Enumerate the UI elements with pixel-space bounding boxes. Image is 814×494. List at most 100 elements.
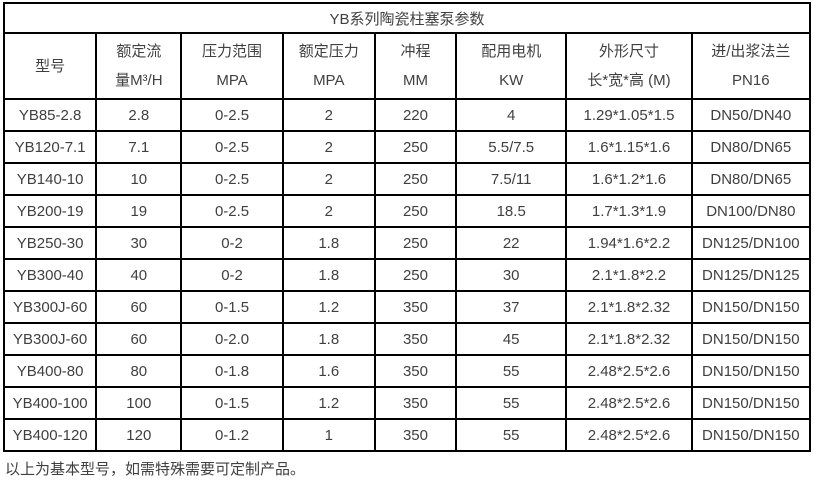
table-cell: 250: [373, 130, 458, 164]
table-cell: YB120-7.1: [2, 130, 98, 164]
column-header-8: 进/出浆法兰 PN16: [690, 32, 812, 100]
table-cell: 2: [281, 130, 376, 164]
table-cell: DN100/DN80: [690, 194, 812, 228]
table-cell: 350: [373, 322, 458, 356]
table-cell: 0-1.5: [180, 386, 284, 420]
column-header-line2: 量M³/H: [115, 72, 163, 89]
table-cell: 1.8: [281, 226, 376, 260]
table-cell: 2: [281, 194, 376, 228]
table-cell: 350: [373, 290, 458, 324]
column-header-line1: 配用电机: [481, 43, 542, 60]
table-cell: 350: [373, 354, 458, 388]
table-row: YB120-7.1 7.1 0-2.5 2 250 5.5/7.5 1.6*1.15*1.6…: [2, 130, 812, 164]
table-cell: DN150/DN150: [690, 290, 812, 324]
table-cell: 1.6: [281, 354, 376, 388]
table-cell: 350: [373, 418, 458, 452]
table-cell: 40: [95, 258, 183, 292]
table-cell: 1.8: [281, 258, 376, 292]
table-cell: DN50/DN40: [690, 98, 812, 132]
table-cell: 1.2: [281, 290, 376, 324]
column-header-line2: PN16: [732, 72, 770, 89]
table-cell: 220: [373, 98, 458, 132]
table-cell: YB85-2.8: [2, 98, 98, 132]
table-row: YB400-80 80 0-1.8 1.6 350 55 2.48*2.5*2.6 DN150…: [2, 354, 812, 388]
table-cell: 7.5/11: [455, 162, 568, 196]
table-cell: 19: [95, 194, 183, 228]
table-cell: DN125/DN100: [690, 226, 812, 260]
column-header-line2: MPA: [313, 72, 345, 89]
column-header-line1: 额定流: [116, 43, 162, 60]
table-cell: YB300J-60: [2, 322, 98, 356]
table-cell: 0-2.5: [180, 98, 284, 132]
table-cell: 0-1.5: [180, 290, 284, 324]
table-cell: 22: [455, 226, 568, 260]
table-body: YB85-2.8 2.8 0-2.5 2 220 4 1.29*1.05*1.5 DN50/D…: [2, 98, 812, 452]
table-row: YB400-100 100 0-1.5 1.2 350 55 2.48*2.5*2.6 DN1…: [2, 386, 812, 420]
column-header-7: 外形尺寸长*宽*高 (M): [565, 32, 693, 100]
table-cell: DN150/DN150: [690, 322, 812, 356]
table-row: YB250-30 30 0-2 1.8 250 22 1.94*1.6*2.2 DN125/D…: [2, 226, 812, 260]
table-cell: 0-2: [180, 258, 284, 292]
table-row: YB140-10 10 0-2.5 2 250 7.5/11 1.6*1.2*1.6 DN80…: [2, 162, 812, 196]
column-header-line1: 进/出浆法兰: [711, 43, 791, 60]
table-cell: 100: [95, 386, 183, 420]
table-cell: 1.94*1.6*2.2: [565, 226, 693, 260]
table-cell: YB400-100: [2, 386, 98, 420]
table-cell: DN80/DN65: [690, 130, 812, 164]
column-header-line1: 压力范围: [202, 43, 263, 60]
table-cell: DN150/DN150: [690, 386, 812, 420]
title-row: YB系列陶瓷柱塞泵参数: [3, 2, 811, 34]
table-cell: 2.8: [95, 98, 183, 132]
column-header-line2: 长*宽*高 (M): [587, 72, 671, 89]
table-cell: 45: [455, 322, 568, 356]
column-header-line2: MPA: [216, 72, 248, 89]
table-cell: 18.5: [455, 194, 568, 228]
table-cell: 0-2.0: [180, 322, 284, 356]
column-header-3: 压力范围 MPA: [180, 32, 284, 100]
table-cell: 1.2: [281, 386, 376, 420]
table-cell: DN125/DN125: [690, 258, 812, 292]
table-cell: 250: [373, 194, 458, 228]
table-cell: YB300J-60: [2, 290, 98, 324]
table-cell: 2.1*1.8*2.2: [565, 258, 693, 292]
table-cell: 4: [455, 98, 568, 132]
footer-note: 以上为基本型号，如需特殊需要可定制产品。: [5, 461, 306, 478]
table-cell: 55: [455, 418, 568, 452]
table-cell: YB250-30: [2, 226, 98, 260]
column-header-line2: KW: [499, 72, 524, 89]
table-cell: 250: [373, 226, 458, 260]
table-cell: 0-1.8: [180, 354, 284, 388]
table-cell: YB400-80: [2, 354, 98, 388]
table-row: YB200-19 19 0-2.5 2 250 18.5 1.7*1.3*1.9 DN100/…: [2, 194, 812, 228]
table-cell: 0-2.5: [180, 162, 284, 196]
table-row: YB300J-60 60 0-1.5 1.2 350 37 2.1*1.8*2.32 DN15…: [2, 290, 812, 324]
table-cell: 120: [95, 418, 183, 452]
column-header-line1: 冲程: [400, 43, 431, 60]
table-cell: 1.7*1.3*1.9: [565, 194, 693, 228]
table-cell: 5.5/7.5: [455, 130, 568, 164]
table-cell: DN80/DN65: [690, 162, 812, 196]
column-header-2: 额定流量M³/H: [95, 32, 183, 100]
table-cell: 2.48*2.5*2.6: [565, 354, 693, 388]
column-header-line1: 额定压力: [298, 43, 359, 60]
header-row: 型号 额定流 量M³/H 压力范围 MPA 额定压力 MPA 冲程 MM 配用电机 KW 外形尺寸 长*…: [2, 32, 812, 100]
table-row: YB400-120 120 0-1.2 1 350 55 2.48*2.5*2.6 DN150…: [2, 418, 812, 452]
table-cell: YB200-19: [2, 194, 98, 228]
column-header-6: 配用电机 KW: [455, 32, 568, 100]
table-cell: 1.8: [281, 322, 376, 356]
table-cell: 250: [373, 258, 458, 292]
column-header-4: 额定压力 MPA: [281, 32, 376, 100]
table-cell: 1.6*1.2*1.6: [565, 162, 693, 196]
table-cell: 37: [455, 290, 568, 324]
table-cell: 2.48*2.5*2.6: [565, 418, 693, 452]
table-cell: 55: [455, 354, 568, 388]
table-cell: 2: [281, 162, 376, 196]
table-title: YB系列陶瓷柱塞泵参数: [3, 2, 811, 34]
column-header-line1: 外形尺寸: [598, 43, 659, 60]
table-cell: 2.1*1.8*2.32: [565, 322, 693, 356]
table-cell: 0-2: [180, 226, 284, 260]
table-cell: 250: [373, 162, 458, 196]
table-cell: YB140-10: [2, 162, 98, 196]
column-header-5: 冲程 MM: [373, 32, 458, 100]
